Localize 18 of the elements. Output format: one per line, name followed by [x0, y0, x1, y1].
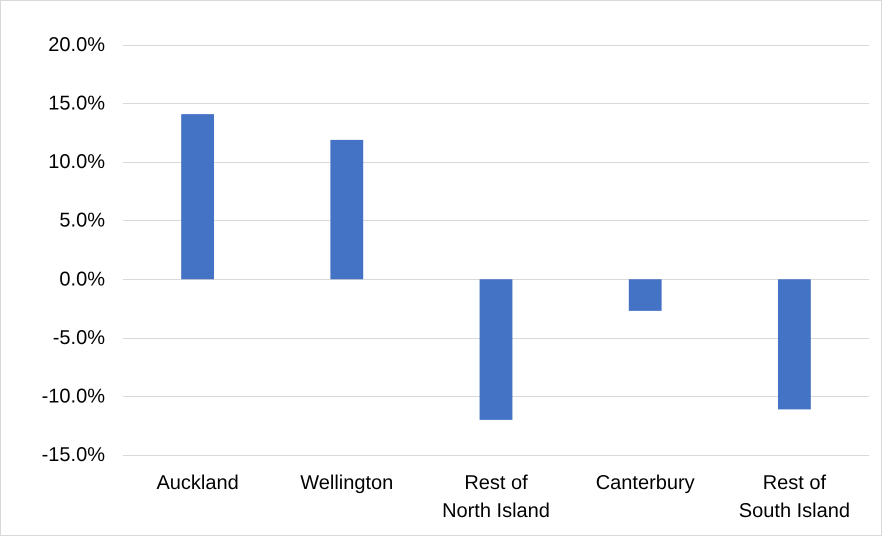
bar: [778, 279, 811, 410]
bar: [330, 140, 364, 280]
bar: [480, 279, 512, 420]
bar: [181, 114, 214, 280]
y-tick-label: -15.0%: [42, 444, 106, 466]
y-tick-label: 15.0%: [48, 92, 106, 115]
x-tick-label: Auckland: [156, 472, 239, 494]
y-tick-label: -5.0%: [52, 326, 106, 349]
x-tick-label: Rest of South Island: [738, 472, 850, 522]
y-tick-label: 10.0%: [48, 151, 106, 174]
y-tick-label: 5.0%: [59, 210, 106, 232]
y-tick-label: 0.0%: [59, 268, 106, 290]
bar: [628, 279, 662, 311]
y-tick-label: 20.0%: [48, 34, 106, 56]
x-tick-label: Rest of North Island: [442, 472, 550, 522]
x-tick-label: Wellington: [300, 472, 394, 494]
y-tick-label: -10.0%: [42, 385, 106, 408]
x-tick-label: Canterbury: [596, 472, 695, 494]
